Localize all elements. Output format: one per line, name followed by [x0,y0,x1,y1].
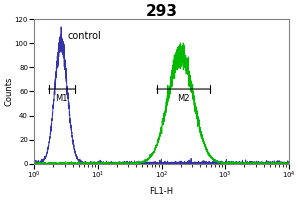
Text: M2: M2 [177,94,190,103]
X-axis label: FL1-H: FL1-H [150,187,174,196]
Text: M1: M1 [56,94,68,103]
Title: 293: 293 [146,4,178,19]
Y-axis label: Counts: Counts [4,77,13,106]
Text: control: control [68,31,101,41]
